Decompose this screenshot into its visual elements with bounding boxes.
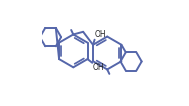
Text: OH: OH — [95, 30, 107, 39]
Text: OH: OH — [93, 63, 105, 72]
